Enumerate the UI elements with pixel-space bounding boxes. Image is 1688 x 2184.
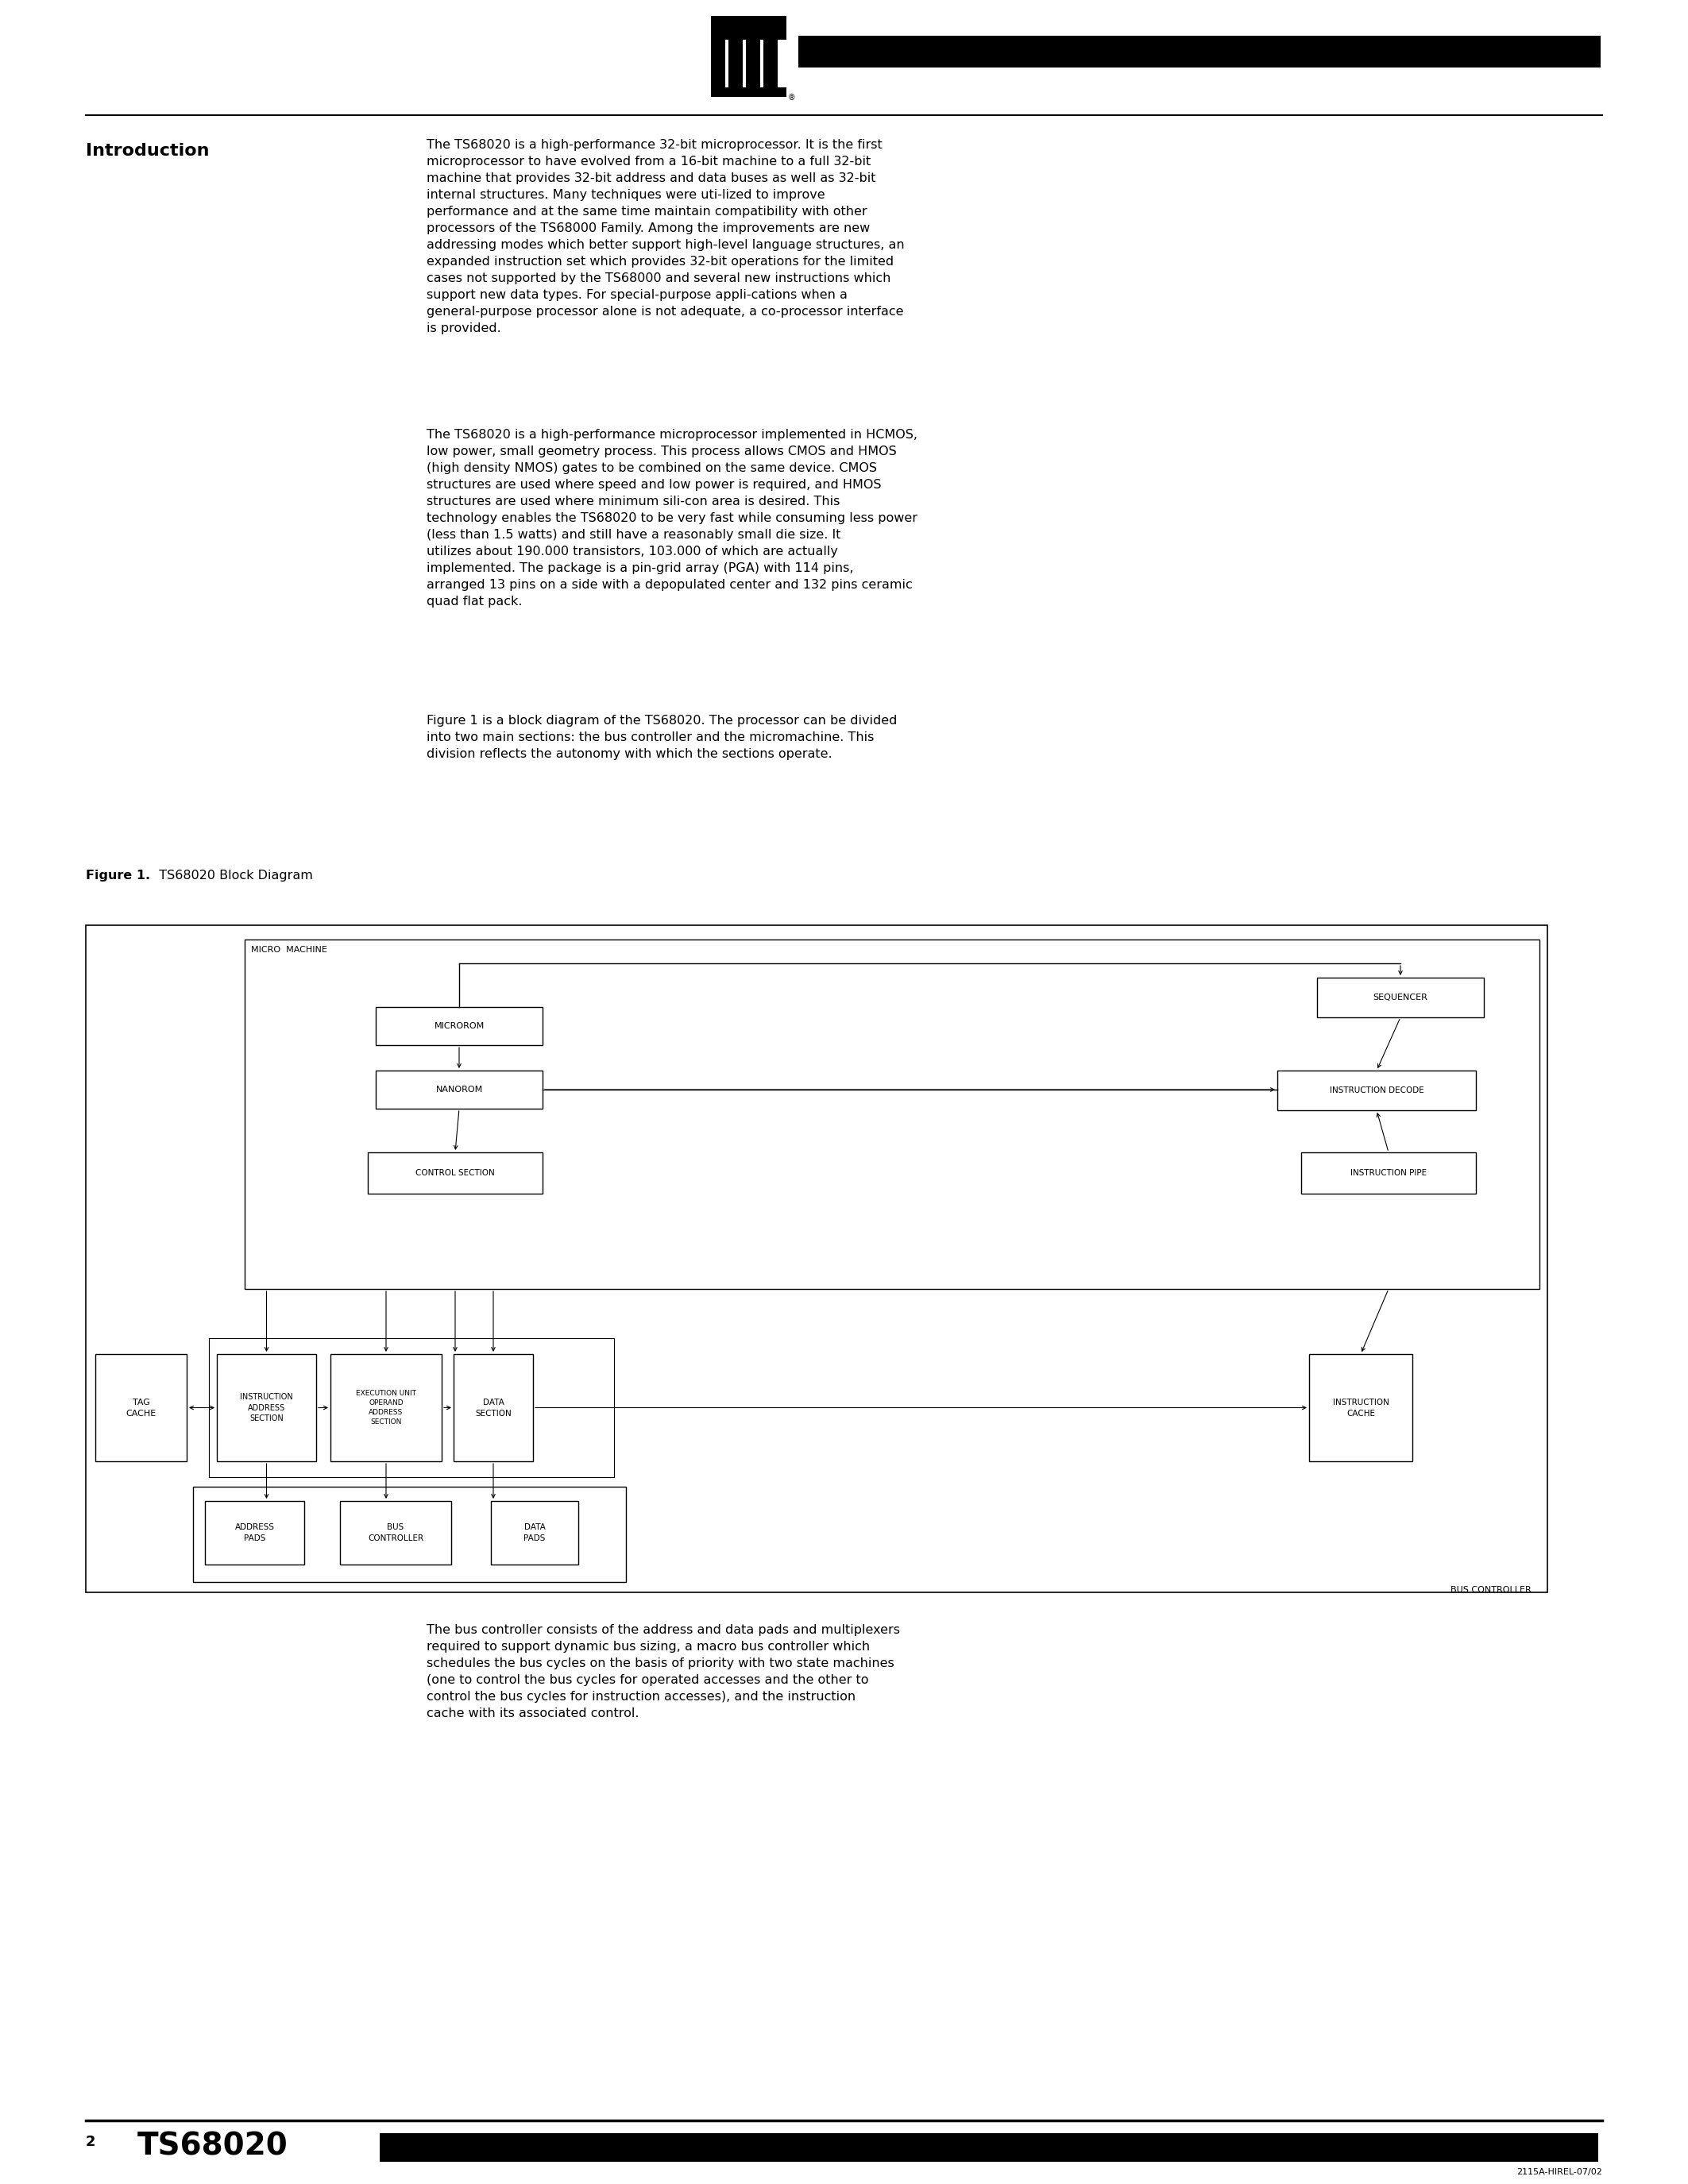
Bar bbox=[1310, 1354, 1413, 1461]
Text: Figure 1.: Figure 1. bbox=[86, 869, 150, 882]
Bar bbox=[711, 15, 787, 39]
Bar bbox=[339, 1500, 451, 1564]
Text: The TS68020 is a high-performance 32-bit microprocessor. It is the first
micropr: The TS68020 is a high-performance 32-bit… bbox=[427, 140, 905, 334]
Bar bbox=[743, 39, 746, 87]
Text: DATA
SECTION: DATA SECTION bbox=[474, 1398, 511, 1417]
Text: The TS68020 is a high-performance microprocessor implemented in HCMOS,
low power: The TS68020 is a high-performance microp… bbox=[427, 428, 918, 607]
Bar bbox=[192, 1487, 626, 1581]
Bar bbox=[711, 39, 726, 87]
Text: The bus controller consists of the address and data pads and multiplexers
requir: The bus controller consists of the addre… bbox=[427, 1625, 900, 1719]
Text: DATA
PADS: DATA PADS bbox=[523, 1522, 545, 1542]
Text: MICROROM: MICROROM bbox=[434, 1022, 484, 1031]
Bar bbox=[204, 1500, 304, 1564]
Bar bbox=[380, 2134, 1599, 2162]
Bar bbox=[376, 1007, 542, 1046]
Bar bbox=[726, 39, 729, 87]
Text: Introduction: Introduction bbox=[86, 142, 209, 159]
Bar bbox=[95, 1354, 187, 1461]
Bar bbox=[245, 939, 1539, 1289]
Text: INSTRUCTION
ADDRESS
SECTION: INSTRUCTION ADDRESS SECTION bbox=[240, 1393, 294, 1422]
Text: INSTRUCTION
CACHE: INSTRUCTION CACHE bbox=[1332, 1398, 1389, 1417]
Bar bbox=[368, 1153, 542, 1195]
Bar bbox=[454, 1354, 533, 1461]
Bar bbox=[209, 1339, 614, 1476]
Text: EXECUTION UNIT
OPERAND
ADDRESS
SECTION: EXECUTION UNIT OPERAND ADDRESS SECTION bbox=[356, 1389, 417, 1426]
Text: TS68020 Block Diagram: TS68020 Block Diagram bbox=[150, 869, 312, 882]
Bar bbox=[1317, 978, 1484, 1018]
Bar bbox=[746, 39, 760, 87]
Text: INSTRUCTION DECODE: INSTRUCTION DECODE bbox=[1330, 1085, 1423, 1094]
Bar bbox=[729, 39, 743, 87]
Bar bbox=[760, 39, 763, 87]
Bar bbox=[331, 1354, 442, 1461]
Bar bbox=[376, 1070, 542, 1109]
Bar bbox=[798, 35, 1600, 68]
Text: BUS CONTROLLER: BUS CONTROLLER bbox=[1450, 1586, 1531, 1594]
Bar bbox=[86, 926, 1548, 1592]
Text: 2115A-HIREL-07/02: 2115A-HIREL-07/02 bbox=[1516, 2169, 1602, 2175]
Bar bbox=[491, 1500, 579, 1564]
Text: 2: 2 bbox=[86, 2134, 96, 2149]
Bar bbox=[711, 87, 787, 96]
Text: SEQUENCER: SEQUENCER bbox=[1372, 994, 1428, 1002]
Text: CONTROL SECTION: CONTROL SECTION bbox=[415, 1168, 495, 1177]
Text: TAG
CACHE: TAG CACHE bbox=[127, 1398, 157, 1417]
Bar bbox=[216, 1354, 316, 1461]
Text: BUS
CONTROLLER: BUS CONTROLLER bbox=[368, 1522, 424, 1542]
Bar bbox=[763, 39, 778, 87]
Text: ADDRESS
PADS: ADDRESS PADS bbox=[235, 1522, 275, 1542]
Text: TS68020: TS68020 bbox=[137, 2132, 289, 2162]
Text: MICRO  MACHINE: MICRO MACHINE bbox=[252, 946, 327, 954]
Text: INSTRUCTION PIPE: INSTRUCTION PIPE bbox=[1350, 1168, 1426, 1177]
Bar bbox=[1301, 1153, 1475, 1195]
Text: Figure 1 is a block diagram of the TS68020. The processor can be divided
into tw: Figure 1 is a block diagram of the TS680… bbox=[427, 714, 896, 760]
Text: ®: ® bbox=[788, 94, 795, 103]
Text: NANOROM: NANOROM bbox=[436, 1085, 483, 1094]
Bar bbox=[1278, 1070, 1475, 1109]
